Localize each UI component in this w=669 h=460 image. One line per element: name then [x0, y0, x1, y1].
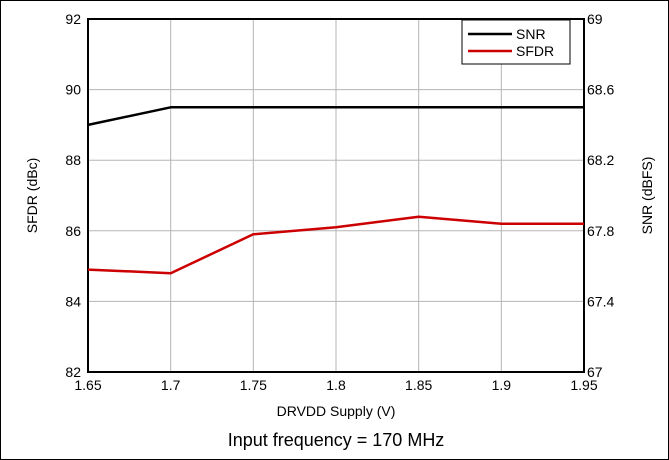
legend: SNR SFDR — [461, 19, 571, 65]
y-left-tick-label: 88 — [65, 152, 81, 168]
y-axis-right-label: SNR (dBFS) — [639, 157, 655, 235]
x-tick-label: 1.65 — [74, 377, 101, 393]
x-axis-label: DRVDD Supply (V) — [277, 403, 396, 419]
y-left-tick-label: 84 — [65, 293, 81, 309]
x-tick-label: 1.75 — [240, 377, 267, 393]
series-line-snr — [87, 106, 584, 127]
chart-caption: Input frequency = 170 MHz — [228, 430, 445, 450]
series-line-sfdr — [87, 215, 584, 275]
y-axis-left-label: SFDR (dBc) — [24, 158, 40, 233]
legend-label-sfdr: SFDR — [516, 43, 554, 59]
y-right-tick-label: 69 — [587, 11, 603, 27]
y-left-tick-label: 92 — [65, 11, 81, 27]
x-tick-label: 1.85 — [405, 377, 432, 393]
x-tick-label: 1.9 — [492, 377, 512, 393]
legend-box — [461, 19, 571, 65]
x-tick-label: 1.8 — [326, 377, 346, 393]
y-right-tick-label: 68.2 — [587, 152, 614, 168]
y-left-tick-label: 82 — [65, 364, 81, 380]
grid-lines — [88, 19, 584, 372]
y-right-tick-label: 67 — [587, 364, 603, 380]
y-right-tick-label: 67.4 — [587, 293, 614, 309]
plot-area — [87, 18, 585, 373]
x-tick-label: 1.7 — [161, 377, 181, 393]
legend-label-snr: SNR — [516, 26, 546, 42]
y-left-tick-label: 90 — [65, 82, 81, 98]
y-right-tick-label: 68.6 — [587, 82, 614, 98]
x-tick-label: 1.95 — [570, 377, 597, 393]
y-right-tick-label: 67.8 — [587, 223, 614, 239]
series-layer — [87, 106, 584, 275]
y-left-tick-label: 86 — [65, 223, 81, 239]
tick-labels: 1.65 1.7 1.75 1.8 1.85 1.9 1.95 82 84 86 88 90 92 67 6… — [65, 11, 614, 393]
